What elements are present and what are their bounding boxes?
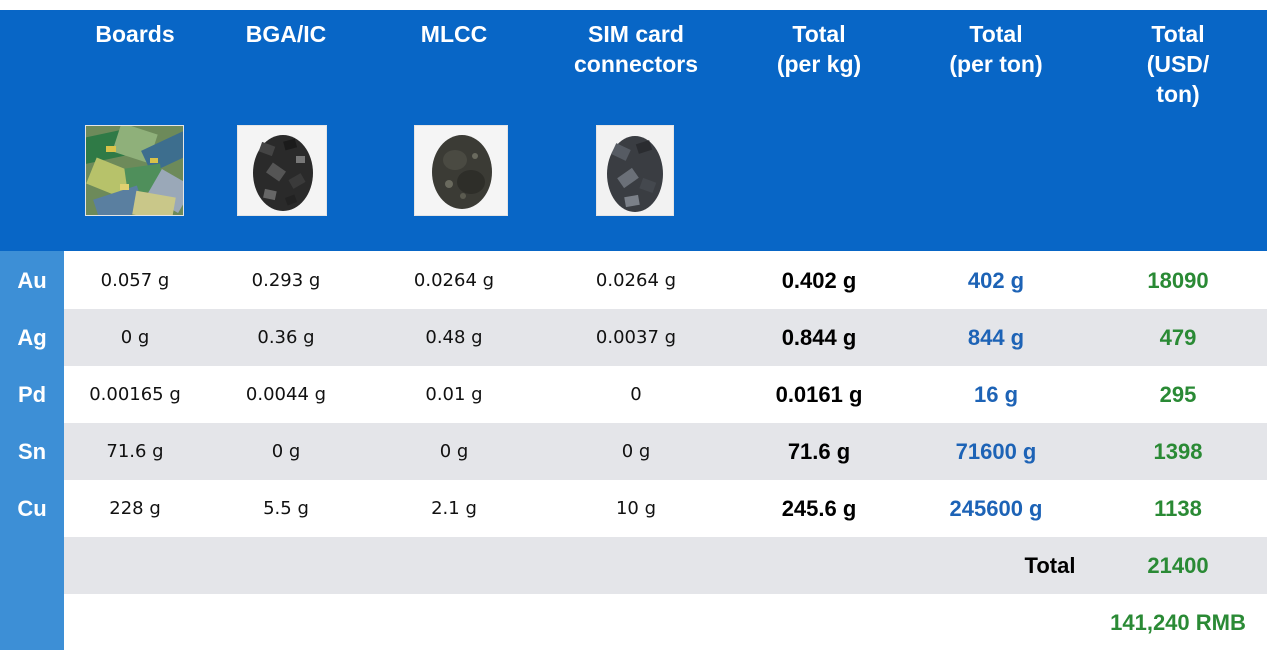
header-line: Boards xyxy=(95,21,175,47)
per-ton-cell: 402 g xyxy=(967,268,1025,293)
total-row: Total 21400 xyxy=(64,537,1267,594)
element-label: Au xyxy=(17,268,47,293)
bga-ic-cell: 0.293 g xyxy=(251,270,321,291)
header-line: MLCC xyxy=(420,21,488,47)
total-rmb-value: 141,240 RMB xyxy=(1110,610,1246,635)
per-kg-cell: 0.844 g xyxy=(781,325,857,350)
column-header-mlcc: MLCC xyxy=(421,19,487,49)
usd-cell: 18090 xyxy=(1147,268,1209,293)
per-ton-cell: 71600 g xyxy=(955,439,1037,464)
header-line: Total xyxy=(969,21,1023,47)
bga-ic-cell: 5.5 g xyxy=(263,498,309,519)
element-label: Pd xyxy=(17,382,47,407)
boards-cell: 71.6 g xyxy=(106,441,164,462)
boards-cell: 228 g xyxy=(109,498,161,519)
mlcc-cell: 2.1 g xyxy=(431,498,477,519)
header-line: ton) xyxy=(1156,81,1200,107)
sim-cell: 0.0037 g xyxy=(595,327,677,348)
sim-cell: 0 xyxy=(630,384,642,405)
table-row: 228 g 5.5 g 2.1 g 10 g 245.6 g 245600 g 1138 xyxy=(64,480,1267,537)
per-kg-cell: 245.6 g xyxy=(781,496,857,521)
table-row: 71.6 g 0 g 0 g 0 g 71.6 g 71600 g 1398 xyxy=(64,423,1267,480)
column-header-boards: Boards xyxy=(95,19,174,49)
header-line: BGA/IC xyxy=(245,21,327,47)
per-kg-cell: 71.6 g xyxy=(787,439,851,464)
per-ton-cell: 844 g xyxy=(967,325,1025,350)
sim-cell: 0 g xyxy=(621,441,651,462)
per-ton-cell: 16 g xyxy=(973,382,1019,407)
bga-ic-cell: 0 g xyxy=(271,441,301,462)
header-line: (per ton) xyxy=(949,51,1043,77)
header-line: Total xyxy=(792,21,846,47)
per-kg-cell: 0.402 g xyxy=(781,268,857,293)
bga-ic-cell: 0.36 g xyxy=(257,327,315,348)
mlcc-cell: 0.48 g xyxy=(425,327,483,348)
column-header-sim-connectors: SIM card connectors xyxy=(574,19,698,79)
mlcc-cell: 0.01 g xyxy=(425,384,483,405)
header-line: Total xyxy=(1151,21,1205,47)
sim-cell: 0.0264 g xyxy=(595,270,677,291)
sim-connectors-photo xyxy=(596,125,674,216)
bga-ic-cell: 0.0044 g xyxy=(245,384,327,405)
total-usd-value: 21400 xyxy=(1147,553,1209,578)
column-header-total-usd-ton: Total (USD/ ton) xyxy=(1147,19,1210,109)
element-label: Cu xyxy=(17,496,47,521)
table-row: 0.00165 g 0.0044 g 0.01 g 0 0.0161 g 16 g 295 xyxy=(64,366,1267,423)
per-kg-cell: 0.0161 g xyxy=(775,382,863,407)
element-column xyxy=(0,251,64,650)
total-label: Total xyxy=(1024,553,1076,578)
header-line: connectors xyxy=(574,51,698,77)
boards-cell: 0 g xyxy=(120,327,150,348)
table-row: 0 g 0.36 g 0.48 g 0.0037 g 0.844 g 844 g 479 xyxy=(64,309,1267,366)
usd-cell: 1398 xyxy=(1153,439,1203,464)
usd-cell: 295 xyxy=(1159,382,1197,407)
header-line: (per kg) xyxy=(776,51,862,77)
column-header-bga-ic: BGA/IC xyxy=(246,19,327,49)
sim-cell: 10 g xyxy=(615,498,657,519)
per-ton-cell: 245600 g xyxy=(949,496,1043,521)
mlcc-cell: 0 g xyxy=(439,441,469,462)
bga-ic-photo xyxy=(237,125,327,216)
boards-cell: 0.057 g xyxy=(100,270,170,291)
header-line: (USD/ xyxy=(1146,51,1210,77)
table-row: 0.057 g 0.293 g 0.0264 g 0.0264 g 0.402 g 402… xyxy=(64,252,1267,309)
boards-cell: 0.00165 g xyxy=(89,384,181,405)
usd-cell: 1138 xyxy=(1154,496,1202,521)
column-header-total-per-kg: Total (per kg) xyxy=(777,19,861,79)
mlcc-photo xyxy=(414,125,508,216)
boards-photo xyxy=(85,125,184,216)
element-label: Ag xyxy=(17,325,47,350)
usd-cell: 479 xyxy=(1159,325,1197,350)
column-header-total-per-ton: Total (per ton) xyxy=(949,19,1042,79)
header-line: SIM card xyxy=(588,21,684,47)
element-label: Sn xyxy=(17,439,47,464)
mlcc-cell: 0.0264 g xyxy=(413,270,495,291)
